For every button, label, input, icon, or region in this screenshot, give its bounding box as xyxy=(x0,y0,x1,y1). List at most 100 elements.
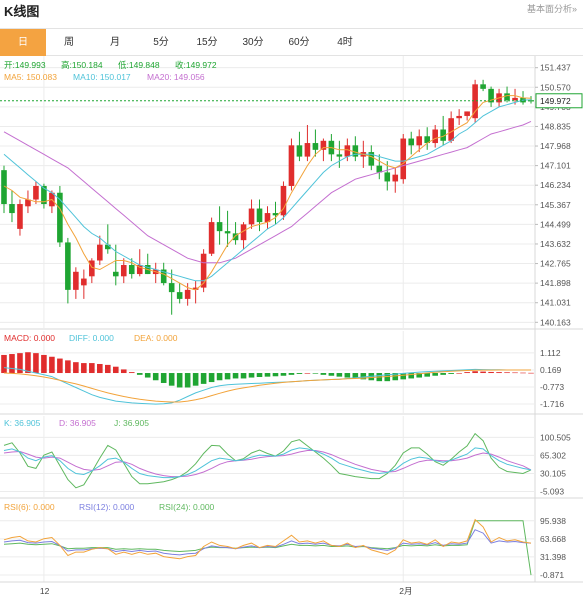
macd-bar xyxy=(464,372,470,374)
price-tick-label: 147.101 xyxy=(540,161,571,171)
macd-bar xyxy=(49,356,55,374)
fundamental-analysis-link[interactable]: 基本面分析» xyxy=(526,4,577,14)
candle-body xyxy=(448,118,454,141)
ohlc-高: 高:150.184 xyxy=(61,60,103,70)
macd-bar xyxy=(216,373,223,381)
price-tick-label: 143.632 xyxy=(540,239,571,249)
price-tick-label: 141.031 xyxy=(540,298,571,308)
macd-bar xyxy=(424,373,430,377)
macd-bar xyxy=(232,373,239,379)
candle-body xyxy=(81,278,87,286)
candle-body xyxy=(1,170,7,205)
tab-5min[interactable]: 5分 xyxy=(153,37,169,48)
candle-body xyxy=(296,145,303,157)
candle-body xyxy=(208,222,215,254)
current-price-tag xyxy=(535,93,583,109)
tab-15min[interactable]: 15分 xyxy=(196,37,218,48)
candle-body xyxy=(160,269,167,284)
ma5-line xyxy=(3,95,532,291)
rsi12-line xyxy=(3,529,532,556)
macd-bar xyxy=(416,373,423,378)
tab-60min[interactable]: 60分 xyxy=(288,37,310,48)
macd-bar xyxy=(296,373,303,374)
macd-bar xyxy=(520,372,526,374)
macd-legend-0: MACD: 0.000 xyxy=(4,333,55,343)
macd-bar xyxy=(456,373,462,374)
price-tick-label: 150.570 xyxy=(540,82,571,92)
macd-bar xyxy=(528,372,534,374)
candle-body xyxy=(272,213,279,216)
macd-bar xyxy=(432,373,438,376)
tab-weekly[interactable]: 周 xyxy=(64,37,74,48)
candle-body xyxy=(184,289,191,299)
candle-body xyxy=(440,129,446,141)
ohlc-低: 低:149.848 xyxy=(118,60,160,70)
ma20-line xyxy=(3,120,532,264)
candle-body xyxy=(240,224,247,241)
candle-body xyxy=(73,271,79,290)
candle-body xyxy=(472,84,478,119)
price-tick-label: 147.968 xyxy=(540,141,571,151)
macd-bar xyxy=(73,362,79,374)
macd-bar xyxy=(504,372,510,374)
tab-4hour[interactable]: 4时 xyxy=(337,37,353,48)
candle-body xyxy=(488,88,494,103)
macd-legend-2: DEA: 0.000 xyxy=(134,333,178,343)
macd-bar xyxy=(304,373,311,374)
kdj-tick-label: 65.302 xyxy=(540,450,566,460)
macd-bar xyxy=(328,373,335,376)
x-axis-label: 12 xyxy=(40,586,50,596)
rsi-tick-label: 63.668 xyxy=(540,534,566,544)
macd-bar xyxy=(488,371,494,374)
candle-body xyxy=(336,154,343,157)
kdj-legend-0: K: 36.905 xyxy=(4,418,41,428)
candle-body xyxy=(89,260,95,277)
candle-body xyxy=(304,143,311,157)
candle-body xyxy=(368,152,375,166)
macd-bar xyxy=(160,373,167,383)
macd-bar xyxy=(480,371,486,374)
candle-body xyxy=(464,111,470,116)
candle-body xyxy=(33,185,39,200)
kdj-legend-2: J: 36.905 xyxy=(114,418,149,428)
candle-body xyxy=(200,253,207,288)
candle-body xyxy=(224,231,231,234)
macd-bar xyxy=(25,352,31,374)
macd-tick-label: 1.112 xyxy=(540,348,561,358)
macd-bar xyxy=(128,372,135,374)
rsi-legend-0: RSI(6): 0.000 xyxy=(4,502,55,512)
macd-bar xyxy=(448,373,454,374)
candle-body xyxy=(512,97,518,101)
macd-bar xyxy=(408,373,415,379)
tab-monthly[interactable]: 月 xyxy=(110,37,120,48)
macd-tick-label: -0.773 xyxy=(540,382,564,392)
candle-body xyxy=(176,292,183,299)
macd-bar xyxy=(65,360,71,374)
rsi6-line xyxy=(3,518,532,560)
macd-bar xyxy=(512,372,518,374)
price-tick-label: 140.163 xyxy=(540,317,571,327)
macd-bar xyxy=(97,363,103,374)
macd-bar xyxy=(288,373,295,375)
candle-body xyxy=(136,265,143,275)
period-tabs: 日 周 月 5分 15分 30分 60分 4时 xyxy=(0,28,583,56)
macd-bar xyxy=(9,354,15,374)
kdj-legend-1: D: 36.905 xyxy=(59,418,96,428)
macd-bar xyxy=(472,371,478,374)
candle-body xyxy=(248,208,255,225)
rsi-tick-label: 95.938 xyxy=(540,516,566,526)
macd-bar xyxy=(312,373,319,374)
kline-chart[interactable]: 151.437150.570149.703148.835147.968147.1… xyxy=(0,56,583,600)
macd-bar xyxy=(248,373,255,378)
macd-bar xyxy=(120,369,127,374)
candle-body xyxy=(432,129,438,144)
candle-body xyxy=(352,145,359,157)
macd-bar xyxy=(272,373,279,377)
candle-body xyxy=(25,199,31,207)
macd-bar xyxy=(152,373,159,381)
candle-body xyxy=(376,165,383,173)
price-tick-label: 146.234 xyxy=(540,180,571,190)
macd-bar xyxy=(440,373,446,375)
tab-30min[interactable]: 30分 xyxy=(242,37,264,48)
tab-daily[interactable]: 日 xyxy=(0,29,46,56)
